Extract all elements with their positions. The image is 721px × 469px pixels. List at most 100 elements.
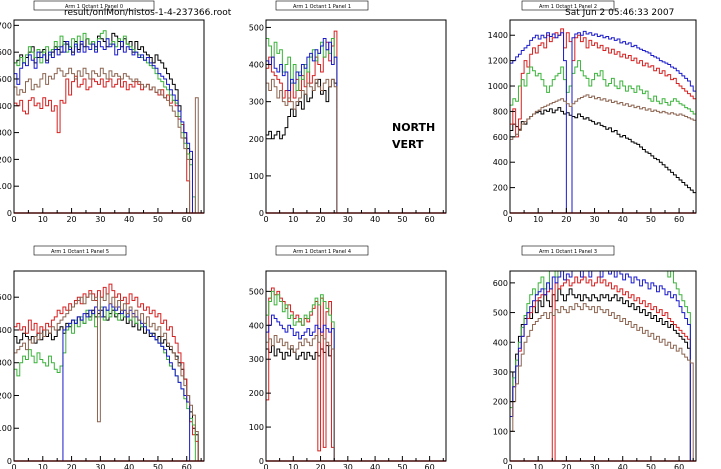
x-tick-label: 10 bbox=[288, 463, 298, 469]
x-tick-label: 0 bbox=[263, 463, 268, 469]
date-stamp: Sat Jun 2 05:46:33 2007 bbox=[565, 8, 675, 18]
y-tick-label: 400 bbox=[493, 158, 508, 167]
y-tick-label: 0 bbox=[503, 209, 508, 218]
y-tick-label: 300 bbox=[493, 368, 508, 377]
x-tick-label: 30 bbox=[343, 463, 353, 469]
x-tick-label: 0 bbox=[11, 463, 16, 469]
y-tick-label: 100 bbox=[249, 423, 264, 432]
series-red-line bbox=[509, 28, 697, 213]
plot-frame bbox=[509, 19, 697, 214]
y-tick-label: 1200 bbox=[488, 57, 508, 66]
x-tick-label: 20 bbox=[315, 215, 325, 224]
x-tick-label: 30 bbox=[589, 215, 599, 224]
series-red-line bbox=[265, 287, 337, 462]
annotation-north: NORTH bbox=[392, 121, 436, 134]
x-tick-label: 40 bbox=[618, 463, 628, 469]
panel-title-box bbox=[275, 0, 369, 11]
series-brown-line bbox=[509, 303, 696, 462]
y-tick-label: 300 bbox=[249, 355, 264, 364]
panel-title-box bbox=[33, 245, 127, 256]
series-red-line bbox=[265, 30, 340, 214]
series-brown-line bbox=[265, 78, 340, 214]
y-tick-label: 0 bbox=[259, 457, 264, 466]
x-tick-label: 30 bbox=[95, 463, 105, 469]
y-tick-label: 500 bbox=[249, 23, 264, 32]
series-blue-line bbox=[13, 38, 204, 214]
panel-title: Arm 1 Octant 1 Panel 0 bbox=[65, 4, 123, 10]
panel-title: Arm 1 Octant 1 Panel 1 bbox=[293, 4, 351, 10]
x-tick-label: 10 bbox=[38, 463, 48, 469]
series-black-line bbox=[509, 288, 696, 462]
y-tick-label: 200 bbox=[493, 184, 508, 193]
x-tick-label: 60 bbox=[674, 463, 684, 469]
y-tick-label: 300 bbox=[249, 98, 264, 107]
y-tick-label: 300 bbox=[0, 359, 12, 368]
series-red-line bbox=[13, 75, 204, 214]
y-tick-label: 200 bbox=[0, 391, 12, 400]
x-tick-label: 40 bbox=[124, 463, 134, 469]
panel-title-box bbox=[521, 245, 615, 256]
x-tick-label: 20 bbox=[66, 215, 76, 224]
x-tick-label: 20 bbox=[66, 463, 76, 469]
y-tick-label: 600 bbox=[493, 279, 508, 288]
y-tick-label: 700 bbox=[0, 21, 12, 30]
panel-title-box bbox=[275, 245, 369, 256]
y-tick-label: 1400 bbox=[488, 31, 508, 40]
series-blue-line bbox=[14, 303, 204, 462]
panel-title-box bbox=[33, 0, 155, 11]
series-black-line bbox=[509, 107, 697, 213]
x-tick-label: 40 bbox=[370, 215, 380, 224]
file-name: result/onlMon/histos-1-4-237366.root bbox=[64, 8, 232, 18]
y-tick-label: 200 bbox=[0, 155, 12, 164]
x-tick-label: 60 bbox=[182, 463, 192, 469]
x-tick-label: 0 bbox=[507, 215, 512, 224]
series-blue-line bbox=[509, 30, 697, 214]
series-brown-line bbox=[509, 94, 697, 213]
y-tick-label: 400 bbox=[0, 326, 12, 335]
series-black-line bbox=[265, 345, 337, 462]
plot-frame bbox=[13, 19, 205, 214]
x-tick-label: 30 bbox=[589, 463, 599, 469]
y-tick-label: 600 bbox=[493, 133, 508, 142]
y-tick-label: 1000 bbox=[488, 82, 508, 91]
panel-title: Arm 1 Octant 1 Panel 3 bbox=[539, 249, 597, 255]
y-tick-label: 0 bbox=[7, 209, 12, 218]
y-tick-label: 200 bbox=[249, 135, 264, 144]
series-blue-line bbox=[265, 38, 340, 214]
series-brown-line bbox=[13, 67, 204, 214]
y-tick-label: 500 bbox=[0, 75, 12, 84]
panel-title: Arm 1 Octant 1 Panel 5 bbox=[51, 249, 109, 255]
y-tick-label: 400 bbox=[249, 61, 264, 70]
y-tick-label: 400 bbox=[249, 321, 264, 330]
y-tick-label: 100 bbox=[249, 172, 264, 181]
y-tick-label: 100 bbox=[0, 182, 12, 191]
y-tick-label: 500 bbox=[493, 309, 508, 318]
plot-frame bbox=[265, 270, 447, 462]
y-tick-label: 800 bbox=[493, 107, 508, 116]
x-tick-label: 0 bbox=[507, 463, 512, 469]
series-blue-line bbox=[265, 314, 337, 462]
y-tick-label: 400 bbox=[0, 102, 12, 111]
x-tick-label: 50 bbox=[397, 215, 407, 224]
x-tick-label: 60 bbox=[425, 215, 435, 224]
y-tick-label: 500 bbox=[249, 287, 264, 296]
x-tick-label: 40 bbox=[124, 215, 134, 224]
y-tick-label: 100 bbox=[0, 424, 12, 433]
x-tick-label: 10 bbox=[288, 215, 298, 224]
x-tick-label: 20 bbox=[315, 463, 325, 469]
x-tick-label: 20 bbox=[561, 463, 571, 469]
series-green-line bbox=[13, 30, 204, 214]
x-tick-label: 30 bbox=[95, 215, 105, 224]
annotation-vert: VERT bbox=[392, 138, 424, 151]
x-tick-label: 10 bbox=[533, 463, 543, 469]
y-tick-label: 200 bbox=[493, 398, 508, 407]
x-tick-label: 30 bbox=[343, 215, 353, 224]
series-black-line bbox=[265, 78, 340, 214]
panel-title: Arm 1 Octant 1 Panel 4 bbox=[293, 249, 351, 255]
x-tick-label: 0 bbox=[263, 215, 268, 224]
plot-frame bbox=[13, 270, 205, 462]
x-tick-label: 10 bbox=[38, 215, 48, 224]
y-tick-label: 0 bbox=[503, 457, 508, 466]
y-tick-label: 500 bbox=[0, 293, 12, 302]
